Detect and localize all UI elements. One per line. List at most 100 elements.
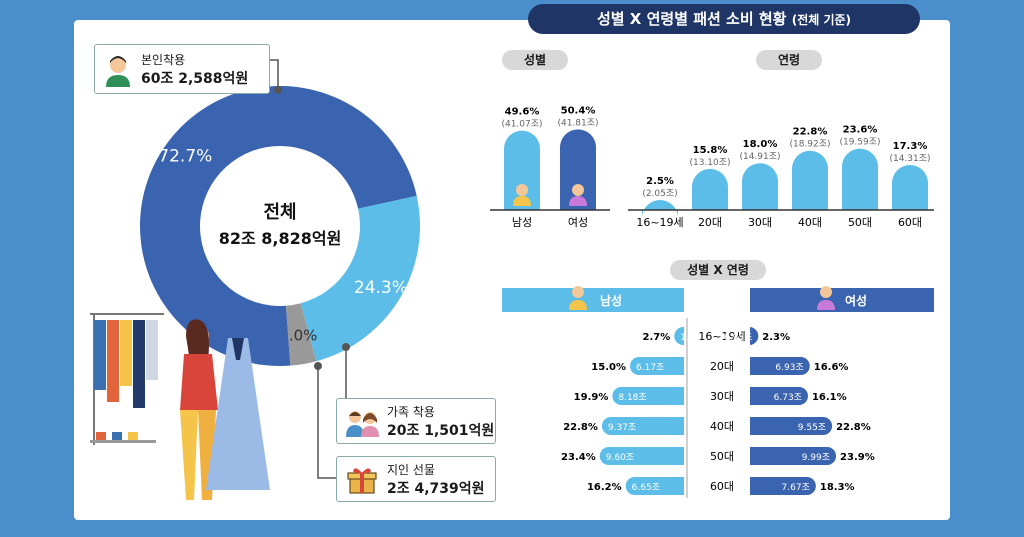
donut-pct-label-family: 24.3% [354,278,408,298]
donut-center-value: 82조 8,828억원 [219,229,342,248]
callout-self-label: 본인착용 [141,53,186,67]
age-section-label: 연령 [756,50,822,70]
cross-category-label-4: 50대 [710,450,734,463]
cross-male-value-label-3: 22.8% [563,422,598,433]
family-icon [346,411,379,437]
cross-male-amount-label-5: 6.65조 [632,483,660,493]
gender-amount-label-1: (41.81조) [557,118,598,128]
man-avatar-icon [106,56,130,87]
age-amount-label-1: (13.10조) [689,158,730,168]
leader-dot-family [342,343,350,351]
age-amount-label-3: (18.92조) [789,140,830,150]
cross-male-amount-label-0: 1.10조 [680,333,708,343]
cross-male-value-label-4: 23.4% [561,452,596,463]
age-bar-4 [842,148,878,210]
cross-female-bar-3 [750,417,833,435]
woman-face-icon [820,286,832,298]
cross-male-value-label-0: 2.7% [643,332,671,343]
gender-bar-0 [504,130,540,210]
age-amount-label-2: (14.91조) [739,152,780,162]
cross-category-label-2: 30대 [710,390,734,403]
man-face-icon [516,184,528,196]
gender-bar-1 [560,129,596,210]
age-value-label-0: 2.5% [646,176,674,187]
woman-face-icon [572,184,584,196]
donut-slice-self [140,86,417,366]
age-category-label-3: 40대 [798,216,822,229]
center-divider [686,318,688,498]
gender-value-label-1: 50.4% [561,105,596,116]
age-category-label-0: 16~19세 [636,216,683,229]
cross-female-value-label-2: 16.1% [812,392,847,403]
age-bar-chart: 2.5% (2.05조) 16~19세 15.8% (13.10조) 20대 18.0% (1… [628,125,934,229]
age-amount-label-5: (14.31조) [889,154,930,164]
age-category-label-2: 30대 [748,216,772,229]
gender-section-label: 성별 [502,50,568,70]
clothing-rack-illustration [90,313,270,500]
cross-female-bar-0 [749,327,759,345]
cross-male-bar-2 [612,387,684,405]
cross-female-amount-label-2: 6.73조 [774,393,802,403]
age-bar-5 [892,165,928,210]
cross-male-value-label-1: 15.0% [591,362,626,373]
cross-category-label-0: 16~19세 [698,330,745,343]
callout-family-value: 20조 1,501억원 [387,423,495,439]
gender-category-label-1: 여성 [568,216,588,229]
age-bar-3 [792,150,828,210]
age-value-label-2: 18.0% [743,139,778,150]
cross-female-amount-label-5: 7.67조 [782,483,810,493]
age-category-label-5: 60대 [898,216,922,229]
donut-slice-family [300,195,420,362]
callout-family-label: 가족 착용 [387,405,435,419]
callout-self: 본인착용 60조 2,588억원 [94,44,270,94]
cross-male-amount-label-2: 8.18조 [618,393,646,403]
cross-male-header-label: 남성 [600,293,622,308]
age-value-label-1: 15.8% [693,145,728,156]
gender-category-label-0: 남성 [512,216,532,229]
cross-category-label-5: 60대 [710,480,734,493]
man-face-icon [572,286,584,298]
age-category-label-4: 50대 [848,216,872,229]
cross-female-bar-4 [750,447,837,465]
donut-center-label: 전체 [263,202,296,223]
cross-male-amount-label-4: 9.60조 [606,453,634,463]
cross-category-label-1: 20대 [710,360,734,373]
cross-female-amount-label-0: 0.95조 [724,333,752,343]
gender-amount-label-0: (41.07조) [501,120,542,130]
cross-female-bar-1 [750,357,810,375]
age-bar-2 [742,163,778,210]
callout-gift-value: 2조 4,739억원 [387,481,485,497]
gender-bar-chart: 49.6% (41.07조) 남성 50.4% (41.81조) 여성 [490,105,610,229]
cross-female-value-label-3: 22.8% [836,422,871,433]
age-bar-1 [692,168,728,210]
cross-male-bar-1 [630,357,684,375]
cross-female-amount-label-1: 6.93조 [775,363,803,373]
cross-female-bar-5 [750,477,816,495]
title-text: 성별 X 연령별 패션 소비 현황 [596,10,787,28]
cross-female-value-label-4: 23.9% [840,452,875,463]
leader-line-self [270,59,279,88]
cross-female-value-label-0: 2.3% [762,332,790,343]
donut-pct-label-gift: 3.0% [279,326,317,344]
cross-male-value-label-5: 16.2% [587,482,622,493]
age-amount-label-0: (2.05조) [642,189,677,199]
woman-body-icon [817,300,835,310]
gift-icon [347,468,377,494]
cross-female-header-label: 여성 [845,293,867,308]
page-title: 성별 X 연령별 패션 소비 현황 (전체 기준) [528,4,920,34]
callout-self-value: 60조 2,588억원 [141,71,249,87]
callout-gift-label: 지인 선물 [387,463,435,477]
donut-pct-label-self: 72.7% [158,147,212,167]
cross-female-amount-label-4: 9.99조 [802,453,830,463]
woman-body-icon [569,196,587,206]
cross-female-value-label-5: 18.3% [820,482,855,493]
callout-gift: 지인 선물 2조 4,739억원 [336,456,496,502]
leader-dot-gift [314,362,322,370]
cross-male-bar-4 [599,447,684,465]
callout-family: 가족 착용 20조 1,501억원 [336,398,496,444]
cross-section-label: 성별 X 연령 [670,260,766,280]
age-value-label-4: 23.6% [843,125,878,136]
cross-male-amount-label-1: 6.17조 [636,363,664,373]
cross-female-amount-label-3: 9.55조 [798,423,826,433]
